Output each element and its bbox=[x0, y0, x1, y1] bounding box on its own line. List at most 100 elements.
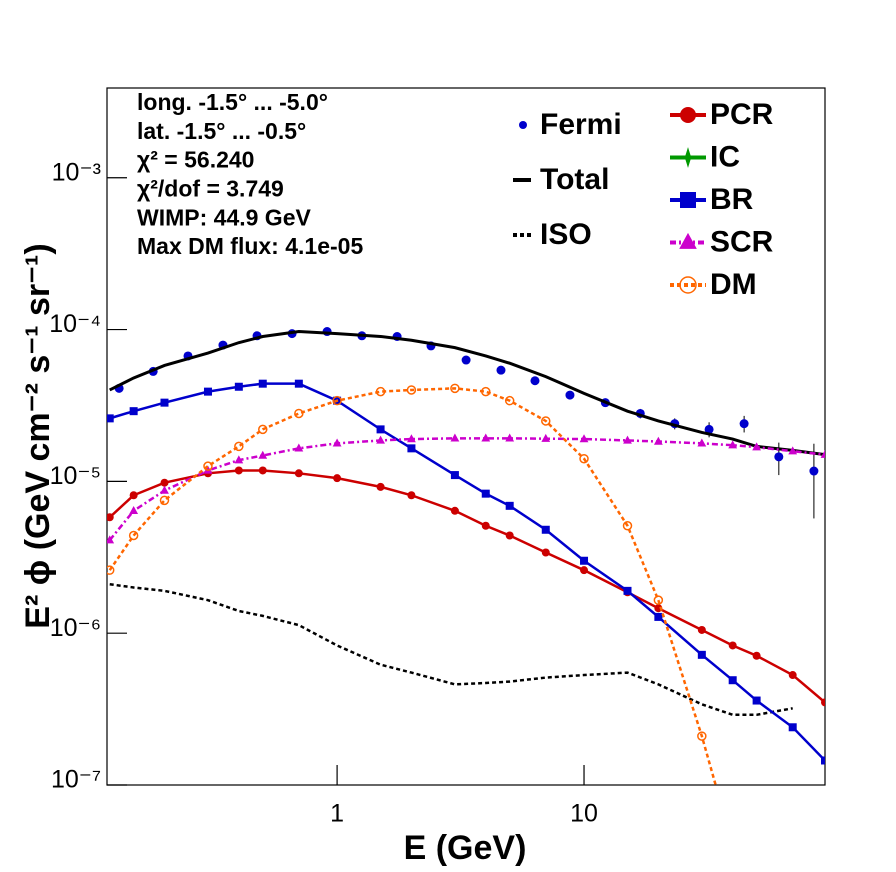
marker bbox=[481, 386, 491, 397]
marker bbox=[234, 466, 243, 475]
legend-label: DM bbox=[710, 268, 757, 301]
marker bbox=[203, 461, 213, 471]
marker bbox=[107, 513, 114, 522]
marker bbox=[234, 441, 244, 452]
marker bbox=[728, 676, 737, 685]
marker bbox=[739, 419, 749, 429]
y-tick-label: 10⁻⁵ bbox=[50, 462, 101, 490]
marker bbox=[450, 383, 460, 394]
marker bbox=[774, 452, 784, 462]
marker bbox=[234, 455, 244, 464]
legend-entry: Total bbox=[513, 163, 609, 196]
marker bbox=[129, 407, 138, 416]
marker bbox=[258, 379, 267, 388]
annotation: long. -1.5° ... -5.0° bbox=[137, 89, 328, 115]
marker bbox=[376, 435, 385, 444]
marker bbox=[332, 395, 342, 406]
marker bbox=[258, 450, 268, 459]
legend-label: IC bbox=[710, 140, 740, 173]
legend-label: SCR bbox=[710, 225, 774, 258]
y-tick-label: 10⁻⁷ bbox=[51, 766, 101, 794]
marker bbox=[376, 425, 385, 434]
marker bbox=[294, 469, 303, 478]
marker bbox=[679, 276, 697, 294]
marker bbox=[333, 474, 342, 483]
marker bbox=[580, 556, 589, 565]
marker bbox=[450, 506, 459, 515]
legend-entry: IC bbox=[670, 140, 740, 173]
marker bbox=[697, 650, 706, 659]
marker bbox=[481, 433, 491, 442]
marker bbox=[653, 436, 663, 445]
y-axis-title: E² ϕ (GeV cm⁻² s⁻¹ sr⁻¹) bbox=[19, 243, 57, 628]
marker bbox=[505, 433, 515, 442]
marker bbox=[579, 453, 589, 464]
marker bbox=[294, 443, 304, 452]
marker bbox=[294, 408, 304, 419]
legend-entry: SCR bbox=[670, 225, 774, 258]
y-tick-label: 10⁻⁴ bbox=[49, 310, 101, 338]
legend-label: Total bbox=[540, 163, 609, 196]
marker bbox=[461, 355, 471, 365]
marker bbox=[728, 440, 738, 449]
plot-area bbox=[107, 327, 825, 785]
legend-entry: Fermi bbox=[519, 108, 622, 141]
marker bbox=[450, 471, 459, 480]
legend-label: BR bbox=[710, 183, 754, 216]
marker bbox=[684, 147, 692, 168]
annotation: lat. -1.5° ... -0.5° bbox=[137, 118, 306, 144]
y-tick-label: 10⁻⁶ bbox=[50, 614, 101, 642]
marker bbox=[496, 365, 506, 375]
marker bbox=[407, 434, 416, 443]
marker bbox=[519, 121, 527, 129]
legend-entry: ISO bbox=[513, 218, 592, 251]
marker bbox=[809, 466, 819, 476]
marker bbox=[728, 641, 737, 650]
annotation: WIMP: 44.9 GeV bbox=[137, 204, 311, 230]
marker bbox=[407, 491, 416, 500]
marker bbox=[160, 485, 169, 494]
marker bbox=[107, 414, 114, 423]
marker bbox=[680, 107, 696, 123]
marker bbox=[129, 505, 139, 514]
marker bbox=[565, 390, 575, 400]
marker bbox=[752, 651, 761, 660]
marker bbox=[450, 433, 460, 442]
annotation: χ²/dof = 3.749 bbox=[137, 175, 284, 201]
annotation: χ² = 56.240 bbox=[137, 147, 254, 173]
marker bbox=[376, 482, 385, 491]
marker bbox=[129, 491, 138, 500]
marker bbox=[622, 521, 633, 531]
legend-label: Fermi bbox=[540, 108, 622, 141]
marker bbox=[258, 466, 267, 475]
marker bbox=[234, 382, 243, 391]
marker bbox=[653, 595, 664, 605]
y-tick-label: 10⁻³ bbox=[52, 158, 101, 186]
marker bbox=[541, 548, 550, 557]
marker bbox=[788, 723, 797, 732]
marker bbox=[160, 398, 169, 407]
series-line bbox=[108, 437, 825, 541]
marker bbox=[752, 442, 762, 451]
series-line bbox=[109, 382, 825, 762]
legend-entry: DM bbox=[670, 268, 757, 301]
marker bbox=[821, 698, 825, 707]
marker bbox=[160, 478, 169, 487]
marker bbox=[623, 435, 632, 444]
marker bbox=[541, 433, 551, 442]
legend-label: ISO bbox=[540, 218, 592, 251]
legend-label: PCR bbox=[710, 98, 774, 131]
marker bbox=[679, 232, 697, 249]
marker bbox=[654, 612, 663, 621]
marker bbox=[407, 444, 416, 453]
series-line bbox=[108, 387, 717, 785]
marker bbox=[541, 525, 550, 534]
marker bbox=[752, 696, 761, 705]
legend-entry: BR bbox=[670, 183, 754, 216]
marker bbox=[128, 530, 139, 541]
marker bbox=[332, 438, 342, 447]
marker bbox=[820, 449, 825, 458]
marker bbox=[580, 566, 589, 575]
